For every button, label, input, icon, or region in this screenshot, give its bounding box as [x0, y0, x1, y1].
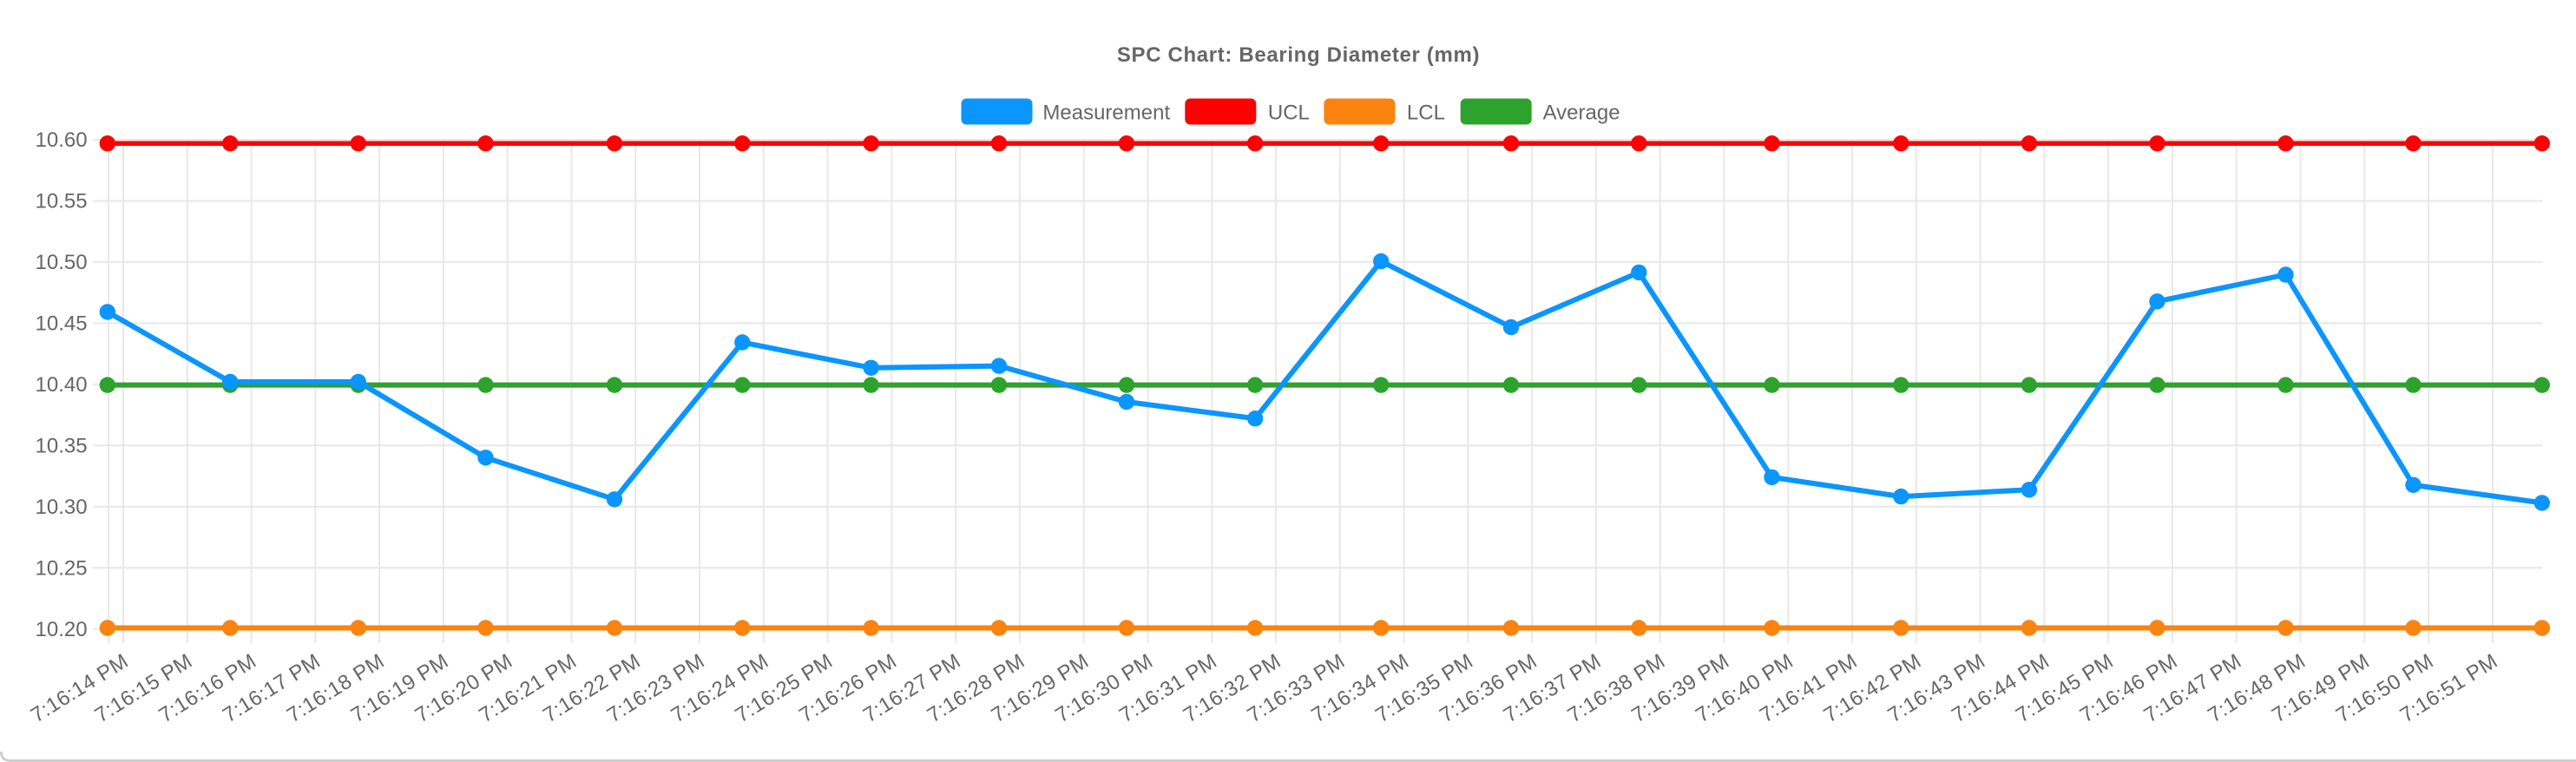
- svg-text:10.20: 10.20: [36, 618, 88, 641]
- svg-text:LCL: LCL: [1407, 101, 1445, 124]
- svg-text:10.35: 10.35: [36, 435, 88, 458]
- svg-text:10.25: 10.25: [36, 556, 88, 580]
- svg-text:SPC Chart: Bearing Diameter (m: SPC Chart: Bearing Diameter (mm): [1117, 43, 1480, 67]
- svg-text:10.30: 10.30: [36, 496, 88, 519]
- svg-text:UCL: UCL: [1268, 101, 1310, 124]
- svg-text:10.40: 10.40: [36, 373, 88, 397]
- svg-text:Measurement: Measurement: [1042, 101, 1170, 124]
- svg-text:10.60: 10.60: [36, 128, 88, 152]
- svg-text:10.55: 10.55: [36, 190, 88, 213]
- svg-text:10.45: 10.45: [36, 312, 88, 336]
- svg-text:Average: Average: [1543, 101, 1620, 124]
- svg-text:10.50: 10.50: [36, 251, 88, 274]
